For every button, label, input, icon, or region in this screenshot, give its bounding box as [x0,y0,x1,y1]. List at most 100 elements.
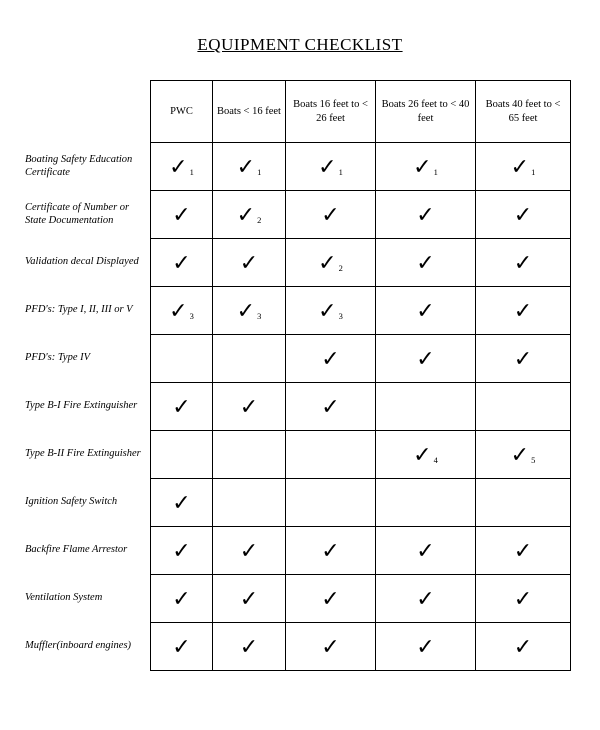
cell-inner: ✓ [514,252,532,274]
cell-inner: ✓2 [318,252,343,274]
cell-inner: ✓ [172,396,190,418]
table-cell: ✓ [376,239,476,287]
check-icon: ✓ [321,396,339,418]
table-cell: ✓1 [151,143,213,191]
table-cell: ✓ [151,527,213,575]
check-icon: ✓ [416,540,434,562]
table-row: ✓4 ✓5 [151,431,571,479]
check-icon: ✓ [318,300,336,322]
table-cell: ✓3 [213,287,286,335]
table-cell: ✓ [151,239,213,287]
table-body: ✓1✓1✓1✓1✓1✓✓2✓✓✓✓✓✓2✓✓✓3✓3✓3✓✓✓✓✓✓✓✓✓4✓5… [151,143,571,671]
row-label: Type B-I Fire Extinguisher [25,382,150,430]
check-icon: ✓ [172,396,190,418]
table-cell: ✓ [213,575,286,623]
table-cell: ✓ [213,383,286,431]
cell-inner: ✓ [514,204,532,226]
table-cell: ✓ [476,191,571,239]
check-icon: ✓ [511,156,529,178]
table-cell: ✓ [151,479,213,527]
page-title: EQUIPMENT CHECKLIST [25,35,575,55]
cell-inner: ✓1 [169,156,194,178]
column-header: PWC [151,81,213,143]
check-icon: ✓ [169,156,187,178]
check-icon: ✓ [514,252,532,274]
cell-inner: ✓ [321,396,339,418]
table-cell: ✓ [151,575,213,623]
table-row: ✓ ✓ ✓2 ✓ ✓ [151,239,571,287]
table-cell: ✓1 [286,143,376,191]
table-cell: ✓ [476,623,571,671]
column-header: Boats 26 feet to < 40 feet [376,81,476,143]
check-icon: ✓ [237,204,255,226]
table-cell: ✓ [376,527,476,575]
row-label: PFD's: Type I, II, III or V [25,286,150,334]
cell-inner: ✓ [172,252,190,274]
table-cell [151,335,213,383]
table-cell: ✓1 [476,143,571,191]
table-cell: ✓3 [286,287,376,335]
row-label: Ventilation System [25,574,150,622]
table-cell: ✓ [286,527,376,575]
cell-inner: ✓ [416,204,434,226]
footnote-subscript: 3 [190,312,194,321]
footnote-subscript: 2 [339,264,343,273]
header-row: PWCBoats < 16 feetBoats 16 feet to < 26 … [151,81,571,143]
check-icon: ✓ [321,588,339,610]
footnote-subscript: 5 [531,456,535,465]
table-cell: ✓ [476,575,571,623]
table-row: ✓ [151,479,571,527]
check-icon: ✓ [416,348,434,370]
table-cell: ✓ [376,287,476,335]
check-icon: ✓ [240,636,258,658]
table-cell: ✓ [376,191,476,239]
table-cell: ✓ [286,575,376,623]
table-cell [476,479,571,527]
table-row: ✓✓✓ [151,335,571,383]
table-row: ✓✓✓✓✓ [151,623,571,671]
footnote-subscript: 1 [257,168,261,177]
row-label: PFD's: Type IV [25,334,150,382]
footnote-subscript: 2 [257,216,261,225]
cell-inner: ✓4 [413,444,438,466]
check-icon: ✓ [172,588,190,610]
cell-inner: ✓ [514,300,532,322]
table-cell [476,383,571,431]
check-icon: ✓ [240,252,258,274]
check-icon: ✓ [413,156,431,178]
table-cell: ✓ [376,335,476,383]
table-cell: ✓ [213,527,286,575]
cell-inner: ✓ [172,540,190,562]
table-cell: ✓ [151,623,213,671]
table-cell: ✓3 [151,287,213,335]
table-cell: ✓5 [476,431,571,479]
check-icon: ✓ [514,636,532,658]
table-cell [213,479,286,527]
table-cell: ✓ [376,623,476,671]
table-cell [376,383,476,431]
table-cell: ✓2 [286,239,376,287]
footnote-subscript: 1 [434,168,438,177]
table-cell: ✓ [476,287,571,335]
table-cell: ✓ [151,383,213,431]
cell-inner: ✓ [240,588,258,610]
check-icon: ✓ [416,300,434,322]
check-icon: ✓ [318,156,336,178]
column-header: Boats 16 feet to < 26 feet [286,81,376,143]
row-label: Ignition Safety Switch [25,478,150,526]
table-row: ✓1✓1✓1✓1✓1 [151,143,571,191]
table-cell: ✓1 [376,143,476,191]
check-icon: ✓ [169,300,187,322]
cell-inner: ✓1 [413,156,438,178]
checklist-wrap: Boating Safety Education CertificateCert… [25,80,575,671]
check-icon: ✓ [514,300,532,322]
footnote-subscript: 1 [531,168,535,177]
cell-inner: ✓ [172,492,190,514]
table-cell: ✓ [286,191,376,239]
check-icon: ✓ [321,204,339,226]
row-label: Boating Safety Education Certificate [25,142,150,190]
cell-inner: ✓ [321,540,339,562]
cell-inner: ✓ [514,588,532,610]
table-cell: ✓4 [376,431,476,479]
cell-inner: ✓1 [318,156,343,178]
